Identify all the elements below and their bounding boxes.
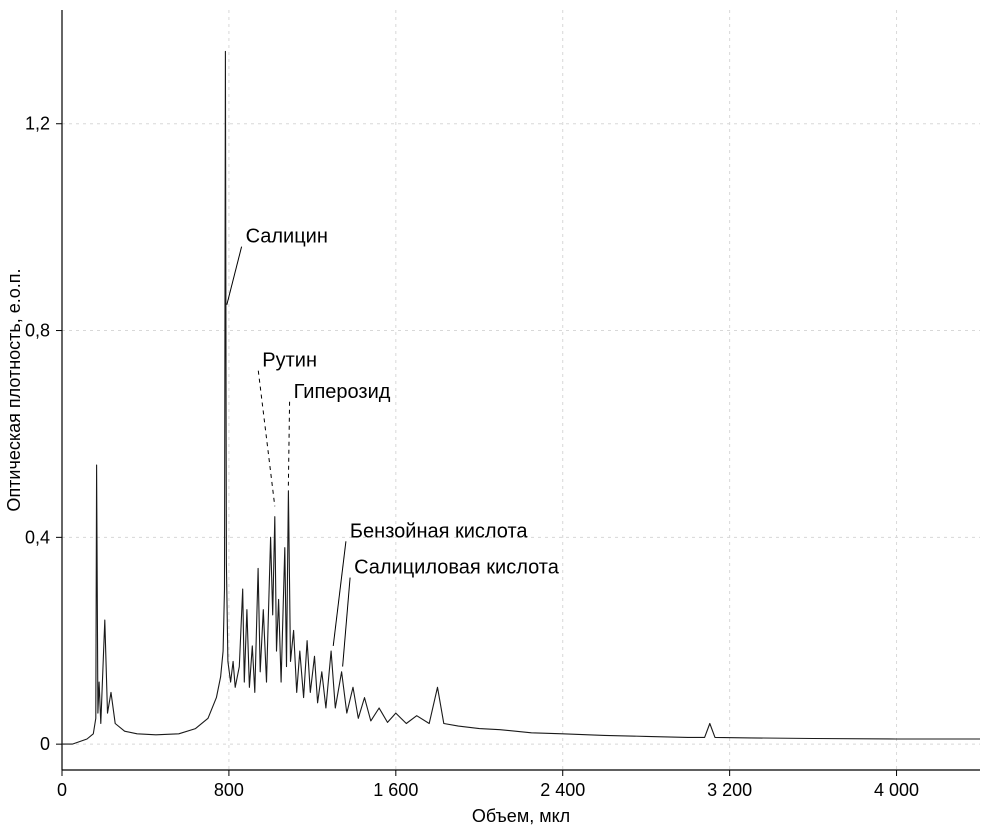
x-tick-label: 4 000 xyxy=(874,780,919,800)
peak-annotation: Гиперозид xyxy=(294,381,391,403)
annotation-leader xyxy=(343,578,350,667)
x-tick-label: 2 400 xyxy=(540,780,585,800)
annotation-leader xyxy=(258,371,275,507)
chart-svg: 0 800 1 600 2 400 3 200 4 000 0 0,4 0,8 1,2 Объем,… xyxy=(0,0,999,837)
annotation-leader xyxy=(333,541,346,646)
x-tick-label: 3 200 xyxy=(707,780,752,800)
x-tick-label: 0 xyxy=(57,780,67,800)
peak-annotation: Салициловая кислота xyxy=(354,557,560,579)
x-tick-label: 800 xyxy=(214,780,244,800)
peak-annotation: Салицин xyxy=(246,226,328,248)
peak-annotation: Бензойная кислота xyxy=(350,520,529,542)
x-axis-title: Объем, мкл xyxy=(472,806,570,826)
peak-annotation: Рутин xyxy=(262,350,317,372)
y-tick-label: 0,8 xyxy=(25,321,50,341)
y-tick-label: 1,2 xyxy=(25,114,50,134)
y-axis-title: Оптическая плотность, е.о.п. xyxy=(4,268,24,511)
y-tick-label: 0 xyxy=(40,734,50,754)
y-tick-label: 0,4 xyxy=(25,527,50,547)
chromatogram-chart: 0 800 1 600 2 400 3 200 4 000 0 0,4 0,8 1,2 Объем,… xyxy=(0,0,999,837)
x-tick-label: 1 600 xyxy=(373,780,418,800)
chromatogram-trace xyxy=(62,51,980,744)
annotation-leader xyxy=(288,402,289,486)
